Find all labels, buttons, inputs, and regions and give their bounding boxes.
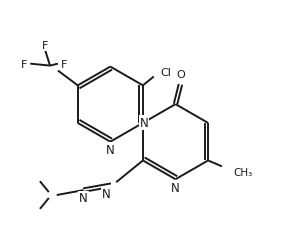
Text: N: N — [79, 192, 88, 205]
Text: F: F — [21, 59, 27, 69]
Text: O: O — [176, 69, 185, 79]
Text: N: N — [106, 143, 115, 156]
Text: F: F — [42, 41, 48, 51]
Text: Cl: Cl — [161, 67, 172, 77]
Text: N: N — [139, 117, 148, 130]
Text: F: F — [61, 59, 67, 69]
Text: CH₃: CH₃ — [234, 167, 253, 178]
Text: N: N — [171, 181, 180, 194]
Text: N: N — [102, 187, 111, 200]
